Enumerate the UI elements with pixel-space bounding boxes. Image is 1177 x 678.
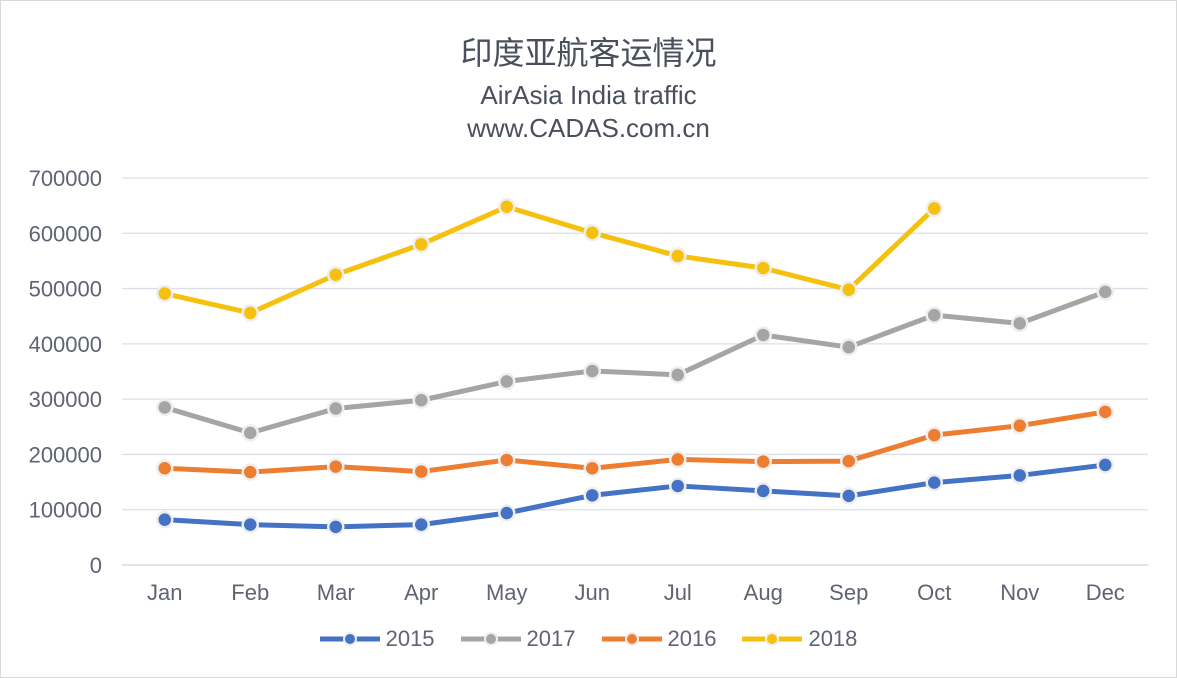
x-tick-label-feb: Feb bbox=[231, 580, 269, 605]
legend-item-2015: 2015 bbox=[319, 626, 435, 652]
point-2015-nov bbox=[1011, 466, 1029, 485]
series-line-2018 bbox=[162, 204, 937, 316]
legend-item-2017: 2017 bbox=[460, 626, 576, 652]
point-2016-oct bbox=[925, 426, 943, 444]
chart-title: 印度亚航客运情况 bbox=[460, 34, 717, 72]
point-2017-mar bbox=[327, 399, 345, 418]
point-2017-nov bbox=[1011, 314, 1029, 333]
point-2017-feb bbox=[241, 424, 259, 442]
point-2015-aug bbox=[754, 482, 772, 500]
point-2016-feb bbox=[241, 463, 259, 481]
point-2017-jun bbox=[583, 362, 601, 380]
point-2016-jul bbox=[669, 450, 687, 469]
point-2018-jun bbox=[583, 223, 601, 242]
y-tick-label-400000: 400000 bbox=[29, 332, 102, 357]
x-tick-label-nov: Nov bbox=[1000, 580, 1039, 605]
point-2018-sep bbox=[840, 280, 858, 299]
point-2018-may bbox=[498, 197, 516, 216]
legend-label-2017: 2017 bbox=[526, 626, 576, 651]
y-tick-label-100000: 100000 bbox=[29, 498, 102, 523]
point-2015-dec bbox=[1096, 456, 1114, 474]
point-2018-mar bbox=[327, 266, 345, 284]
point-2015-may bbox=[498, 504, 516, 522]
x-tick-label-sep: Sep bbox=[829, 580, 868, 605]
y-tick-label-700000: 700000 bbox=[29, 166, 102, 191]
legend-label-2018: 2018 bbox=[808, 626, 858, 651]
x-tick-label-jan: Jan bbox=[147, 580, 182, 605]
point-2017-oct bbox=[925, 306, 943, 324]
point-2016-dec bbox=[1096, 403, 1114, 421]
chart-subtitle-line-1: AirAsia India traffic bbox=[480, 80, 697, 110]
point-2017-aug bbox=[754, 326, 772, 344]
point-2018-jul bbox=[669, 247, 687, 265]
point-2018-feb bbox=[241, 304, 259, 322]
legend-swatch-2017 bbox=[460, 632, 521, 646]
legend-item-2016: 2016 bbox=[601, 626, 717, 652]
point-2015-apr bbox=[412, 515, 430, 534]
point-2016-mar bbox=[327, 457, 345, 476]
point-2015-feb bbox=[241, 515, 259, 534]
x-tick-label-jun: Jun bbox=[575, 580, 610, 605]
point-2018-aug bbox=[754, 259, 772, 277]
point-2016-jun bbox=[583, 459, 601, 477]
y-tick-label-500000: 500000 bbox=[29, 277, 102, 302]
legend-swatch-2015 bbox=[319, 632, 380, 646]
y-tick-label-600000: 600000 bbox=[29, 221, 102, 246]
point-2017-apr bbox=[412, 391, 430, 409]
point-2018-jan bbox=[156, 284, 174, 303]
series-line-2017 bbox=[162, 289, 1108, 436]
x-tick-label-oct: Oct bbox=[917, 580, 951, 605]
point-2016-apr bbox=[412, 462, 430, 481]
legend-swatch-2016 bbox=[601, 632, 662, 646]
legend-item-2018: 2018 bbox=[742, 626, 857, 652]
y-tick-label-0: 0 bbox=[90, 553, 102, 578]
legend-label-2015: 2015 bbox=[385, 626, 435, 651]
point-2017-jan bbox=[156, 398, 174, 417]
point-2015-jul bbox=[669, 477, 687, 495]
point-2016-nov bbox=[1011, 416, 1029, 435]
legend-label-2016: 2016 bbox=[667, 626, 717, 651]
series-line-2015 bbox=[162, 462, 1108, 530]
point-2018-oct bbox=[925, 199, 943, 218]
point-2015-oct bbox=[925, 473, 943, 492]
point-2017-jul bbox=[669, 366, 687, 384]
chart-subtitle-line-2: www.CADAS.com.cn bbox=[467, 113, 710, 143]
y-tick-label-200000: 200000 bbox=[29, 442, 102, 467]
point-2015-jun bbox=[583, 486, 601, 505]
point-2015-jan bbox=[156, 510, 174, 529]
point-2015-mar bbox=[327, 518, 345, 536]
point-2017-sep bbox=[840, 338, 858, 356]
x-tick-label-apr: Apr bbox=[404, 580, 438, 605]
point-2016-aug bbox=[754, 452, 772, 471]
y-tick-label-300000: 300000 bbox=[29, 387, 102, 412]
series-line-2016 bbox=[162, 409, 1108, 475]
point-2015-sep bbox=[840, 487, 858, 505]
legend: 2015 2017 2016 2018 bbox=[0, 626, 1177, 652]
point-2016-may bbox=[498, 451, 516, 469]
x-tick-label-may: May bbox=[486, 580, 528, 605]
point-2016-jan bbox=[156, 459, 174, 477]
point-2018-apr bbox=[412, 235, 430, 254]
legend-swatch-2018 bbox=[742, 632, 803, 646]
point-2017-may bbox=[498, 372, 516, 391]
x-tick-label-dec: Dec bbox=[1086, 580, 1125, 605]
x-tick-label-aug: Aug bbox=[744, 580, 783, 605]
point-2017-dec bbox=[1096, 283, 1114, 301]
point-2016-sep bbox=[840, 452, 858, 470]
x-tick-label-jul: Jul bbox=[664, 580, 692, 605]
x-tick-label-mar: Mar bbox=[317, 580, 355, 605]
